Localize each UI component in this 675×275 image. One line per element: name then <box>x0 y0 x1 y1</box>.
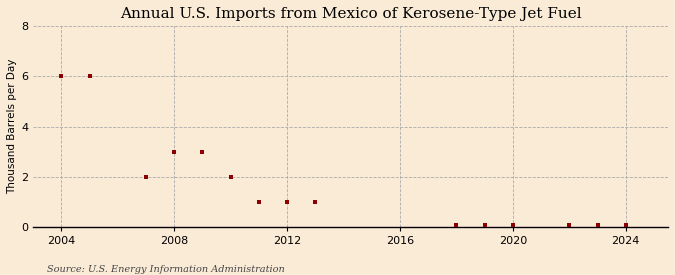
Title: Annual U.S. Imports from Mexico of Kerosene-Type Jet Fuel: Annual U.S. Imports from Mexico of Keros… <box>119 7 581 21</box>
Point <box>310 200 321 204</box>
Point <box>253 200 264 204</box>
Point <box>451 223 462 227</box>
Point <box>225 175 236 179</box>
Point <box>479 223 490 227</box>
Point <box>592 223 603 227</box>
Point <box>281 200 292 204</box>
Point <box>140 175 151 179</box>
Point <box>84 74 95 79</box>
Point <box>508 223 518 227</box>
Point <box>620 223 631 227</box>
Text: Source: U.S. Energy Information Administration: Source: U.S. Energy Information Administ… <box>47 265 285 274</box>
Point <box>169 150 180 154</box>
Point <box>564 223 574 227</box>
Point <box>197 150 208 154</box>
Y-axis label: Thousand Barrels per Day: Thousand Barrels per Day <box>7 59 17 194</box>
Point <box>56 74 67 79</box>
